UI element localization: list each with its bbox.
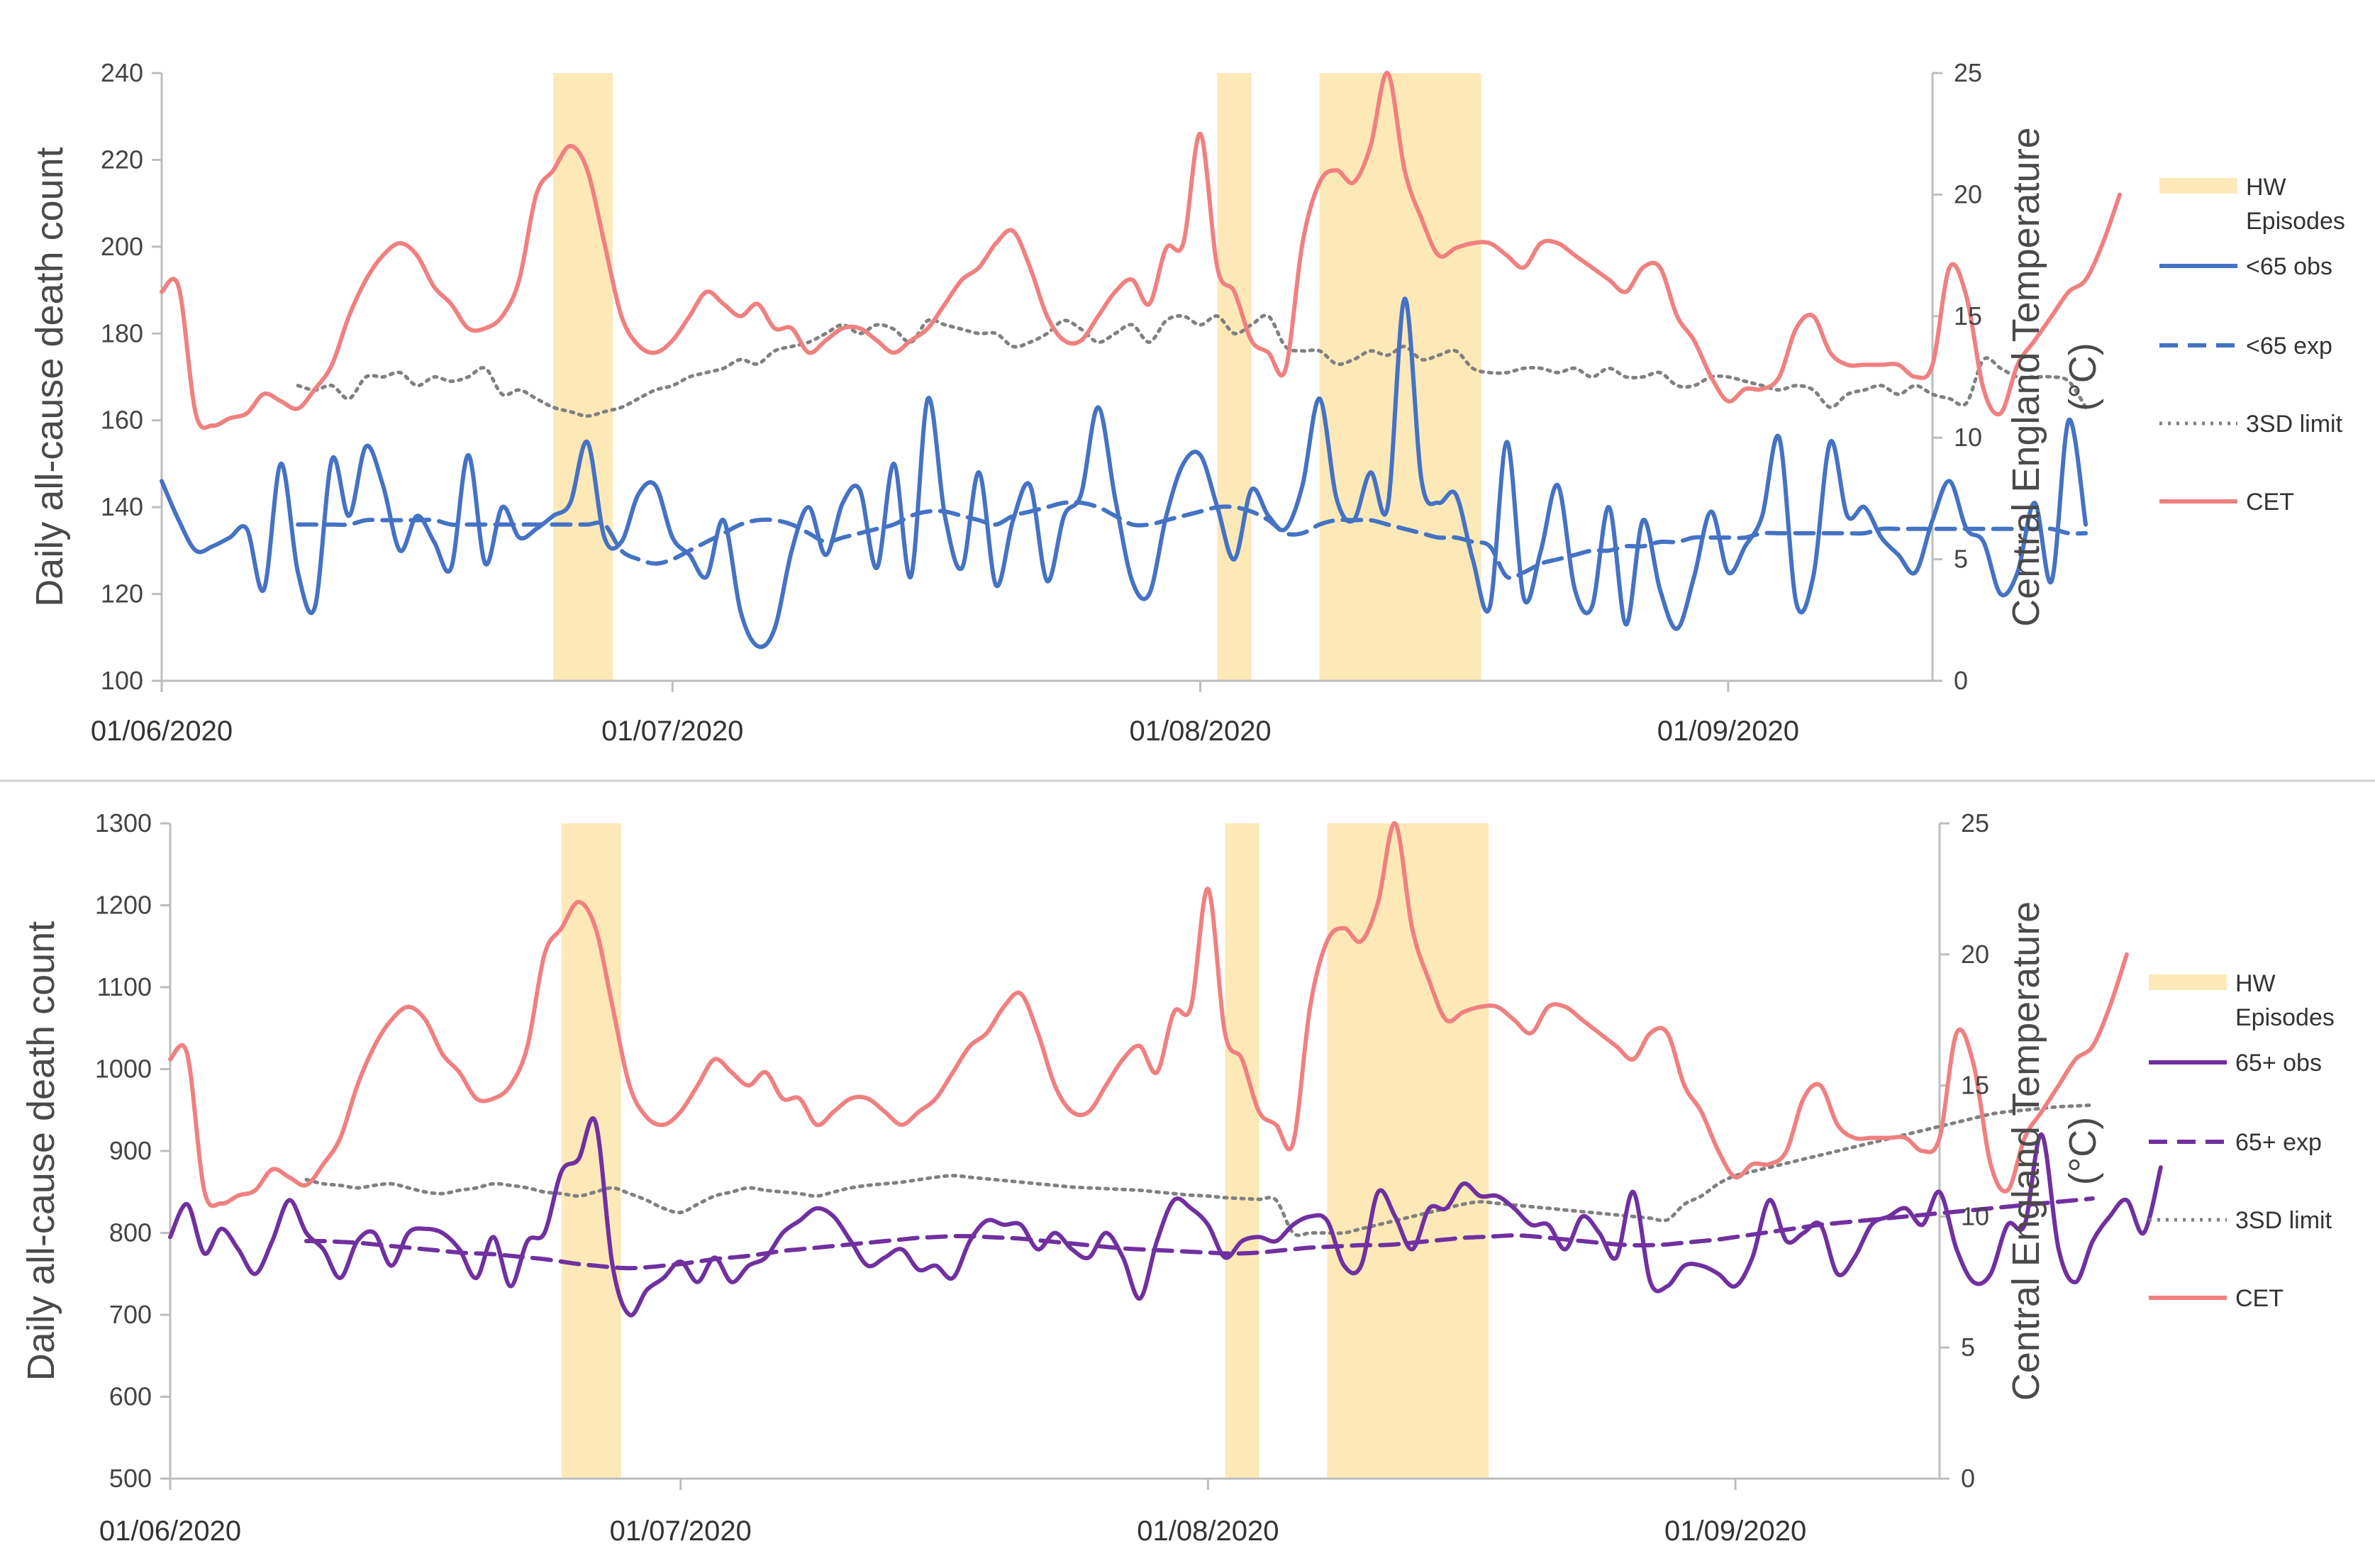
y2-tick-label: 0 xyxy=(1954,666,1968,695)
axes xyxy=(160,822,1949,1490)
y-tick-label: 1200 xyxy=(95,891,152,920)
legend-swatch-hw xyxy=(2159,178,2237,194)
y-tick-label: 500 xyxy=(109,1464,152,1493)
x-tick-label: 01/08/2020 xyxy=(1129,716,1271,747)
y2-axis-title-unit: (°C) xyxy=(2062,1117,2104,1186)
legend: HW Episodes 65+ obs 65+ exp 3SD limit CE… xyxy=(2149,970,2335,1312)
y-tick-label: 900 xyxy=(109,1136,152,1165)
x-tick-labels: 01/06/2020 01/07/2020 01/08/2020 01/09/2… xyxy=(99,1516,1806,1547)
y-tick-label: 1300 xyxy=(95,808,152,838)
x-tick-label: 01/09/2020 xyxy=(1664,1516,1806,1547)
y2-tick-label: 0 xyxy=(1961,1464,1975,1493)
y-tick-label: 160 xyxy=(101,406,143,435)
legend-label-exp: 65+ exp xyxy=(2235,1129,2322,1156)
series-line-65-obs xyxy=(168,1116,2163,1318)
y2-tick-label: 25 xyxy=(1954,58,1982,87)
hw-episode-band xyxy=(1217,73,1252,681)
series-line-3sd-limit xyxy=(296,313,2088,418)
chart-under65: 100 120 140 160 180 200 220 240 0 5 10 1… xyxy=(28,58,2345,747)
y2-tick-labels: 0 5 10 15 20 25 xyxy=(1961,808,1989,1493)
series-line-cet xyxy=(160,70,2123,430)
y2-tick-label: 15 xyxy=(1954,301,1982,330)
x-tick-label: 01/08/2020 xyxy=(1137,1516,1279,1547)
legend-label-exp: <65 exp xyxy=(2246,333,2332,360)
y-tick-labels: 100 120 140 160 180 200 220 240 xyxy=(101,58,143,695)
legend-label-3sd: 3SD limit xyxy=(2246,411,2343,438)
series-line--65-obs xyxy=(160,296,2088,650)
legend-label-cet: CET xyxy=(2246,489,2294,516)
legend-swatch-hw xyxy=(2149,974,2227,990)
x-tick-label: 01/09/2020 xyxy=(1657,716,1799,747)
x-tick-label: 01/06/2020 xyxy=(99,1516,241,1547)
y-tick-label: 180 xyxy=(101,318,143,347)
y-tick-label: 220 xyxy=(101,145,143,174)
hw-episode-band xyxy=(1319,73,1481,681)
hw-episode-band xyxy=(1327,823,1489,1479)
y2-axis-title-unit: (°C) xyxy=(2062,343,2104,411)
legend-label-hw-2: Episodes xyxy=(2235,1004,2335,1031)
series-lines xyxy=(168,821,2163,1318)
x-tick-label: 01/07/2020 xyxy=(610,1516,752,1547)
y-tick-labels: 500 600 700 800 900 1000 1100 1200 1300 xyxy=(95,808,152,1493)
y-axis-title: Daily all-cause death count xyxy=(20,921,62,1381)
axes xyxy=(152,72,1942,692)
y2-tick-label: 10 xyxy=(1961,1201,1989,1230)
hw-episode-band xyxy=(553,73,613,681)
y2-tick-label: 15 xyxy=(1961,1071,1989,1100)
y-tick-label: 1000 xyxy=(95,1055,152,1084)
y-tick-label: 100 xyxy=(101,666,143,695)
y2-tick-label: 5 xyxy=(1954,545,1968,574)
y-tick-label: 700 xyxy=(109,1300,152,1329)
y2-tick-labels: 0 5 10 15 20 25 xyxy=(1954,58,1982,695)
y-axis-title: Daily all-cause death count xyxy=(28,147,71,606)
y2-axis-title: Central England Temperature xyxy=(2005,127,2047,626)
hw-episode-bands xyxy=(553,73,1481,681)
legend-label-hw-2: Episodes xyxy=(2246,208,2345,235)
legend-label-hw: HW xyxy=(2235,970,2276,997)
legend-label-hw: HW xyxy=(2246,174,2286,201)
y2-tick-label: 5 xyxy=(1961,1333,1975,1362)
y2-tick-label: 10 xyxy=(1954,423,1982,452)
hw-episode-band xyxy=(1225,823,1259,1479)
series-line-cet xyxy=(168,821,2129,1208)
hw-episode-band xyxy=(561,823,621,1479)
y-tick-label: 120 xyxy=(101,579,143,608)
y-tick-label: 1100 xyxy=(97,972,152,1001)
series-lines xyxy=(160,70,2123,650)
legend-label-cet: CET xyxy=(2235,1285,2284,1312)
hw-episode-bands xyxy=(561,823,1489,1479)
y-tick-label: 600 xyxy=(109,1382,152,1411)
y2-axis-title: Central England Temperature xyxy=(2005,901,2047,1401)
legend-label-3sd: 3SD limit xyxy=(2235,1207,2332,1234)
legend-label-obs: <65 obs xyxy=(2246,253,2332,280)
x-tick-label: 01/06/2020 xyxy=(91,716,233,747)
y-tick-label: 240 xyxy=(101,58,143,87)
x-tick-label: 01/07/2020 xyxy=(601,716,743,747)
series-line-3sd-limit xyxy=(304,1103,2095,1238)
y2-tick-label: 20 xyxy=(1961,940,1989,969)
chart-over65: 500 600 700 800 900 1000 1100 1200 1300 … xyxy=(20,808,2335,1547)
legend-label-obs: 65+ obs xyxy=(2235,1050,2322,1077)
x-tick-labels: 01/06/2020 01/07/2020 01/08/2020 01/09/2… xyxy=(91,716,1799,747)
y-tick-label: 140 xyxy=(101,492,143,521)
y-tick-label: 800 xyxy=(109,1218,152,1247)
y2-tick-label: 20 xyxy=(1954,179,1982,208)
y-tick-label: 200 xyxy=(101,232,143,261)
series-line-65-exp xyxy=(304,1196,2095,1271)
legend: HW Episodes <65 obs <65 exp 3SD limit CE… xyxy=(2159,174,2345,516)
y2-tick-label: 25 xyxy=(1961,808,1989,838)
